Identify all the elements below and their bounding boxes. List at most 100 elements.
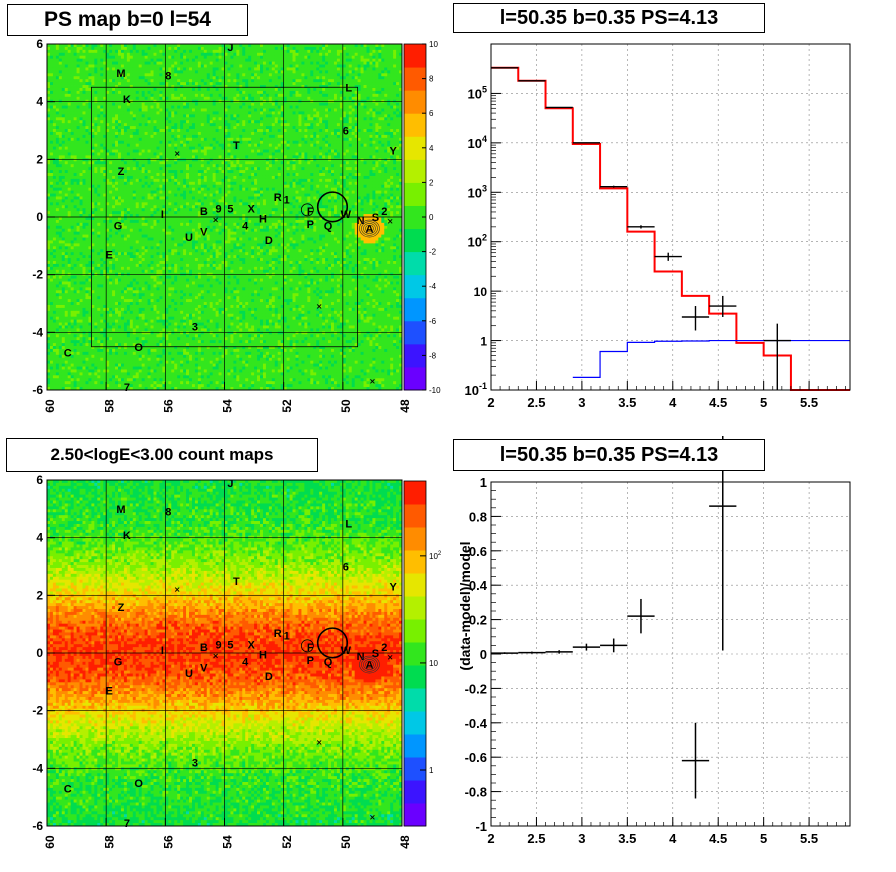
source-label-H: H [259, 213, 267, 225]
ps-map-panel: J M 8 K L 6 T Y Z R 1 9 5 X B F I W S 2 H N G 4 P Q A V U D E 3 O C 7 60 58 5… [0, 0, 448, 436]
residual-y-axis-label: (data-model)/model [457, 541, 473, 670]
y-tick--0.2: -0.2 [465, 681, 487, 696]
x-tick-4: 4 [669, 395, 677, 410]
colorbar-tick--10: -10 [429, 386, 441, 395]
source-label-D: D [265, 235, 273, 247]
source-label-U: U [185, 232, 193, 244]
source-label-I: I [161, 645, 164, 657]
x-tick-3: 3 [578, 831, 585, 846]
source-label-V: V [200, 662, 208, 674]
spectrum-frame [490, 43, 851, 391]
y-tick-0: 0 [480, 647, 487, 662]
source-label-R: R [274, 192, 282, 204]
source-label-N: N [357, 651, 365, 663]
y-tick-4: 4 [36, 531, 43, 545]
source-label-X: X [247, 639, 255, 651]
source-cross-0 [174, 151, 180, 156]
source-cross-1 [213, 653, 218, 659]
contour-1 [363, 659, 376, 670]
x-tick-56: 56 [162, 835, 176, 849]
source-label-F: F [307, 206, 314, 218]
source-marker-f [300, 203, 314, 217]
source-label-D: D [265, 671, 273, 683]
source-label-O: O [134, 342, 143, 354]
source-label-R: R [274, 628, 282, 640]
x-tick-2: 2 [487, 395, 494, 410]
source-cross-1 [213, 217, 218, 223]
x-tick-4: 4 [669, 831, 677, 846]
source-label-2: 2 [381, 642, 387, 654]
x-tick-52: 52 [280, 399, 294, 413]
series-step-0 [491, 66, 850, 391]
x-tick-5.5: 5.5 [800, 395, 818, 410]
y-tick-5: 104 [468, 134, 487, 151]
colorbar-tick-0: 0 [429, 213, 434, 222]
x-tick-60: 60 [43, 835, 57, 849]
source-label-6: 6 [343, 562, 349, 574]
source-label-L: L [345, 518, 352, 530]
y-tick-0: 10-1 [465, 381, 487, 398]
source-label-I: I [161, 209, 164, 221]
source-label-S: S [372, 212, 379, 224]
x-tick-5: 5 [760, 831, 767, 846]
contour-3 [359, 655, 380, 674]
residual-title: l=50.35 b=0.35 PS=4.13 [453, 439, 765, 471]
y-tick--0.4: -0.4 [465, 716, 488, 731]
y-tick-0.8: 0.8 [469, 509, 487, 524]
x-tick-60: 60 [43, 399, 57, 413]
colorbar-tick--4: -4 [429, 282, 437, 291]
contour-0 [365, 224, 374, 233]
x-tick-50: 50 [339, 835, 353, 849]
residual-panel: 2 2.5 3 3.5 4 4.5 5 5.5 -1 -0.8 -0.6 -0.4 -0.2 0 0.2 0.… [448, 436, 896, 872]
y-tick-2: 10 [474, 285, 488, 299]
source-label-L: L [345, 82, 352, 94]
residual-chart: 2 2.5 3 3.5 4 4.5 5 5.5 -1 -0.8 -0.6 -0.4 -0.2 0 0.2 0.… [457, 436, 851, 846]
series-step-1 [572, 339, 850, 378]
colorbar-tick-2: 2 [429, 178, 434, 187]
source-label-F: F [307, 642, 314, 654]
source-label-5: 5 [227, 639, 233, 651]
source-label-B: B [200, 206, 208, 218]
y-tick-2: 2 [36, 588, 43, 602]
spectrum-panel: 2 2.5 3 3.5 4 4.5 5 5.5 10-1 1 10 102 103 104 105 l=50… [448, 0, 896, 436]
source-labels: J M 8 K L 6 T Y Z R 1 9 5 X B F I W S 2 H N G 4 P Q A VU D E 3 O C 7 [64, 478, 398, 830]
source-labels: J M 8 K L 6 T Y Z R 1 9 5 X B F I W S 2 H N G 4 P Q A VU D E 3 O C 7 [64, 42, 398, 394]
source-cross-2 [316, 740, 322, 745]
source-label-Q: Q [324, 657, 333, 669]
x-tick-5.5: 5.5 [800, 831, 818, 846]
inner-region-box [90, 86, 359, 348]
source-label-Q: Q [324, 221, 333, 233]
contour-1 [363, 223, 376, 234]
source-label-8: 8 [165, 507, 171, 519]
y-tick-6: 6 [36, 473, 43, 487]
map-grid [47, 44, 402, 390]
source-label-Y: Y [389, 582, 397, 594]
y-tick--0.6: -0.6 [465, 750, 487, 765]
source-marker-f [300, 639, 314, 653]
source-label-U: U [185, 668, 193, 680]
source-label-W: W [341, 645, 352, 657]
source-cross-4 [387, 655, 393, 660]
y-tick--4: -4 [32, 761, 43, 775]
source-label-C: C [64, 784, 72, 796]
y-tick-2: 2 [36, 152, 43, 166]
source-label-4: 4 [242, 657, 249, 669]
source-cross-2 [316, 304, 322, 309]
source-cross-4 [387, 219, 393, 224]
y-tick--6: -6 [32, 819, 43, 833]
x-tick-58: 58 [102, 399, 116, 413]
y-tick--1: -1 [475, 819, 487, 834]
colorbar-tick-10: 10 [429, 40, 438, 49]
source-label-4: 4 [242, 221, 249, 233]
source-label-Z: Z [118, 602, 125, 614]
source-label-7: 7 [124, 382, 130, 394]
colorbar-tick-8: 8 [429, 75, 434, 84]
source-label-6: 6 [343, 126, 349, 138]
x-tick-54: 54 [221, 835, 235, 849]
count-map-title: 2.50<logE<3.00 count maps [6, 438, 318, 472]
y-tick-3: 102 [468, 233, 487, 250]
source-label-7: 7 [124, 818, 130, 830]
source-label-T: T [233, 576, 240, 588]
source-label-5: 5 [227, 203, 233, 215]
